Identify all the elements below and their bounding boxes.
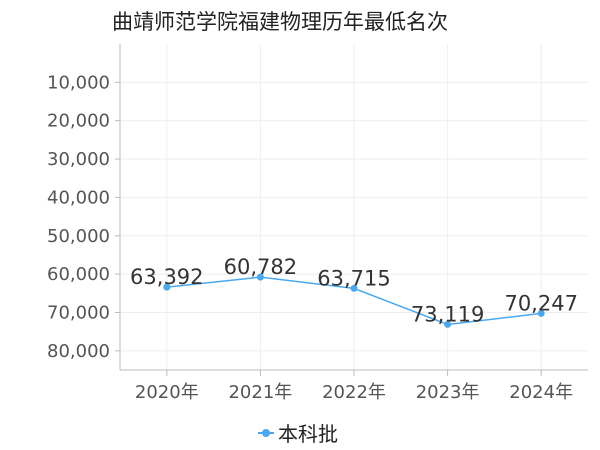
y-tick-label: 80,000 <box>47 341 110 362</box>
grid <box>120 44 588 370</box>
legend[interactable]: 本科批 <box>258 418 338 447</box>
y-tick-label: 60,000 <box>47 264 110 285</box>
data-label: 63,715 <box>317 266 390 290</box>
x-tick-label: 2023年 <box>416 382 480 403</box>
x-tick-label: 2021年 <box>228 382 292 403</box>
x-tick-label: 2022年 <box>322 382 386 403</box>
x-axis-ticks: 2020年 2021年 2022年 2023年 2024年 <box>135 382 573 403</box>
legend-label: 本科批 <box>278 422 338 446</box>
axes <box>115 44 588 376</box>
data-point <box>537 309 545 317</box>
x-tick-label: 2020年 <box>135 382 199 403</box>
chart-title: 曲靖师范学院福建物理历年最低名次 <box>112 10 448 34</box>
data-labels: 63,392 60,782 63,715 73,119 70,247 <box>130 255 578 326</box>
data-label: 70,247 <box>504 291 577 315</box>
legend-marker-icon <box>258 428 274 438</box>
y-axis-ticks: 10,000 20,000 30,000 40,000 50,000 60,000 70,0… <box>47 72 110 361</box>
data-point <box>444 320 452 328</box>
data-label: 73,119 <box>411 302 484 326</box>
series-layer <box>163 273 545 328</box>
y-tick-label: 20,000 <box>47 111 110 132</box>
y-tick-label: 10,000 <box>47 72 110 93</box>
x-tick-label: 2024年 <box>509 382 573 403</box>
y-tick-label: 30,000 <box>47 149 110 170</box>
y-tick-label: 50,000 <box>47 226 110 247</box>
data-label: 60,782 <box>224 255 297 279</box>
data-point <box>163 283 171 291</box>
y-tick-label: 70,000 <box>47 302 110 323</box>
data-point <box>256 273 264 281</box>
y-tick-label: 40,000 <box>47 187 110 208</box>
data-label: 63,392 <box>130 265 203 289</box>
data-point <box>350 284 358 292</box>
